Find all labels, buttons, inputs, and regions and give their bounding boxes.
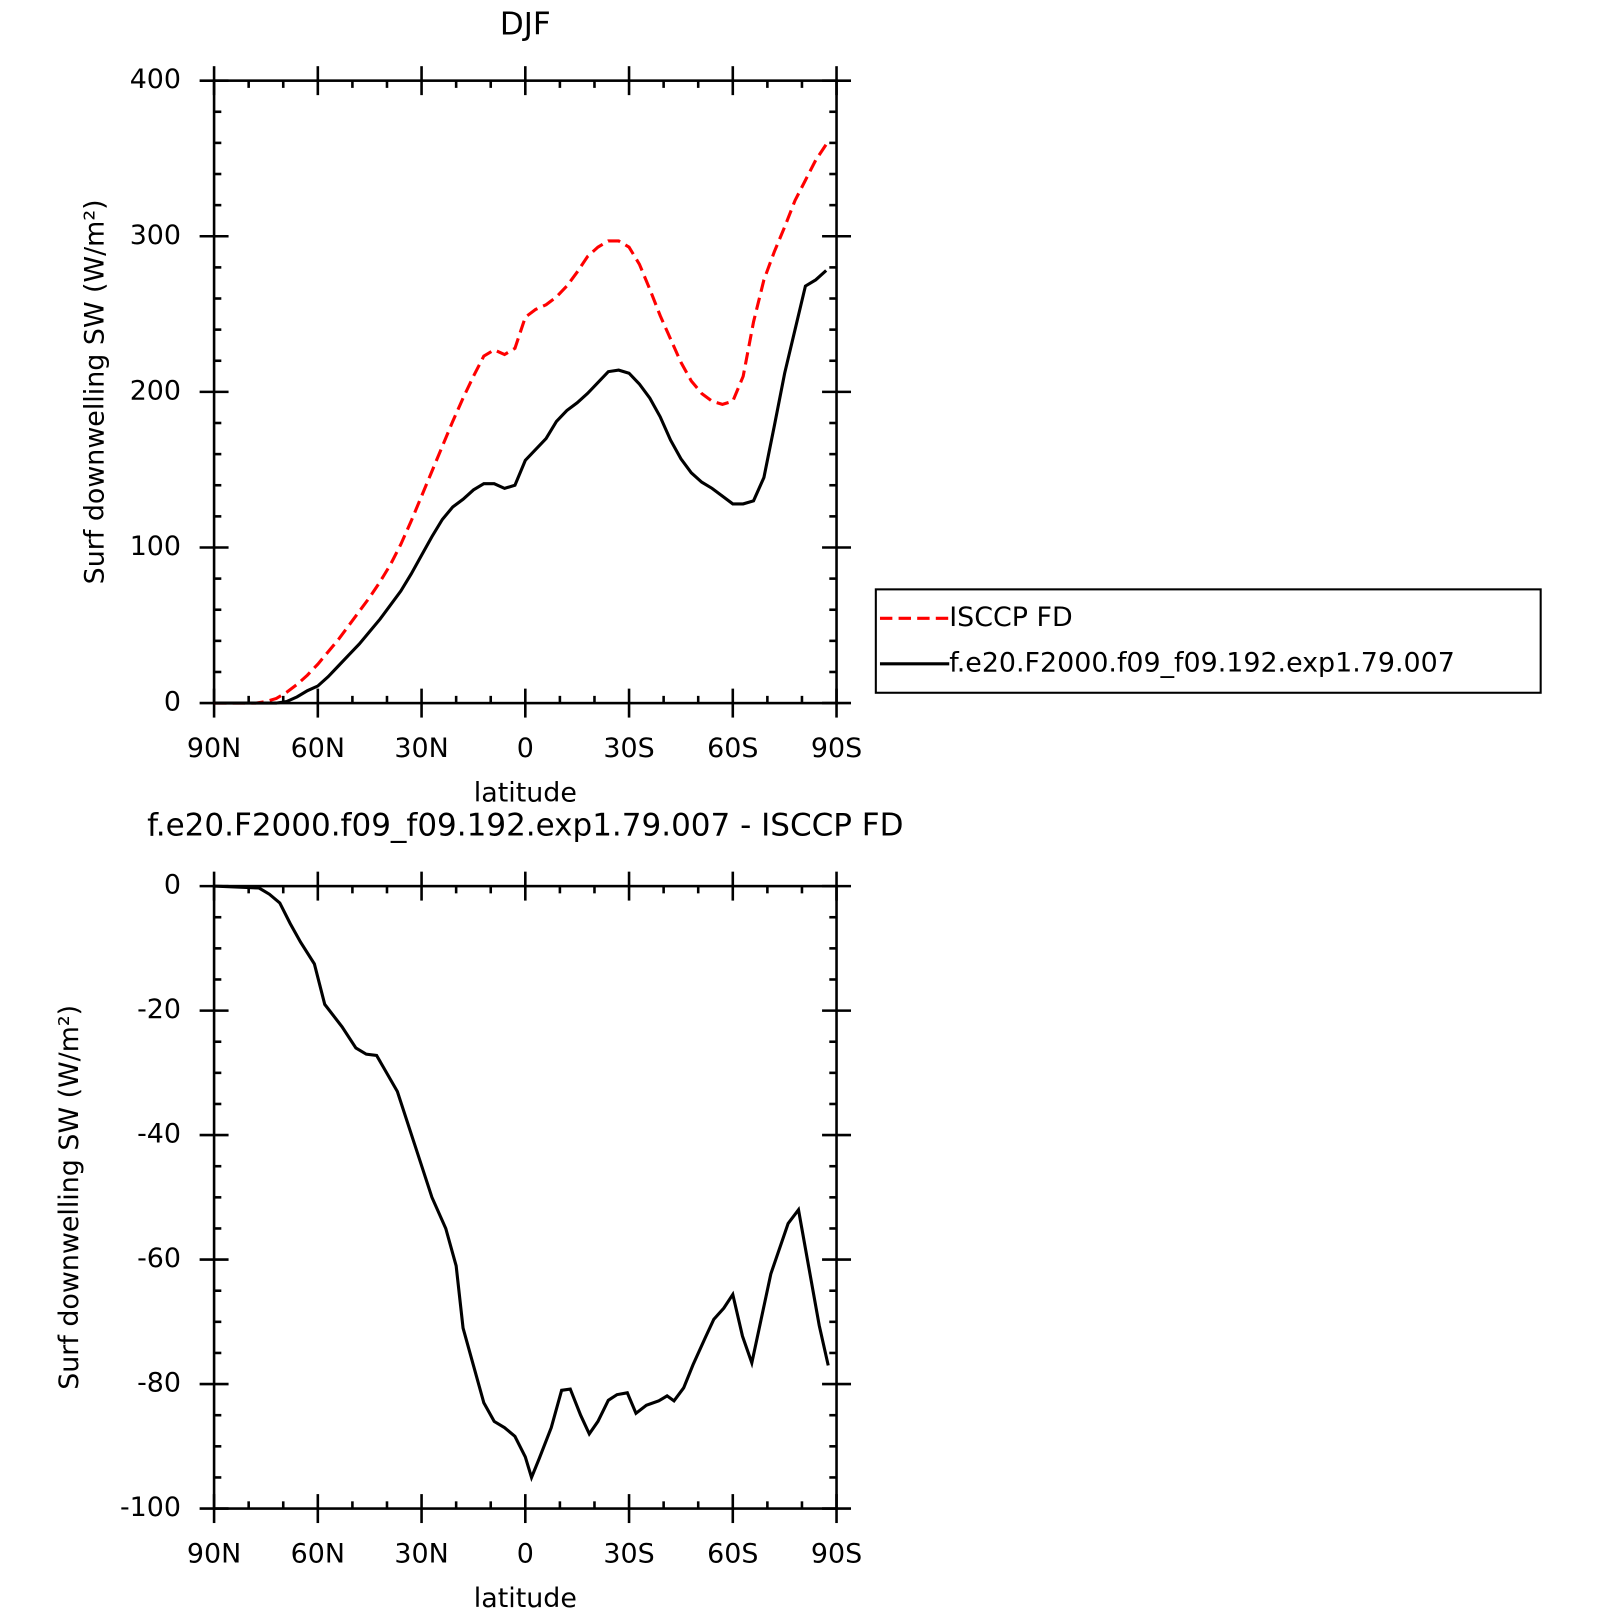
x-tick-label: 60N <box>291 1539 345 1570</box>
y-tick-label: 300 <box>130 220 181 251</box>
legend-label: f.e20.F2000.f09_f09.192.exp1.79.007 <box>949 647 1455 678</box>
x-axis-label: latitude <box>474 1583 577 1613</box>
x-tick-label: 90S <box>811 1539 862 1570</box>
y-tick-label: 0 <box>164 687 181 718</box>
chart-title: f.e20.F2000.f09_f09.192.exp1.79.007 - IS… <box>147 808 903 844</box>
x-tick-label: 90N <box>187 733 241 764</box>
y-tick-label: 100 <box>130 531 181 562</box>
legend-box <box>874 588 1542 694</box>
y-tick-label: -20 <box>137 994 181 1025</box>
x-tick-label: 90S <box>811 733 862 764</box>
x-tick-label: 60S <box>707 1539 758 1570</box>
x-tick-label: 90N <box>187 1539 241 1570</box>
x-tick-label: 60S <box>707 733 758 764</box>
x-tick-label: 60N <box>291 733 345 764</box>
chart-title: DJF <box>500 6 551 42</box>
y-axis-label: Surf downwelling SW (W/m²) <box>80 199 111 584</box>
x-tick-label: 0 <box>517 1539 534 1570</box>
data-line <box>214 269 828 705</box>
y-tick-label: 200 <box>130 375 181 406</box>
plot-frame <box>212 884 838 1510</box>
y-tick-label: -40 <box>137 1119 181 1150</box>
y-axis-label: Surf downwelling SW (W/m²) <box>54 1005 85 1390</box>
plot-frame <box>212 79 838 705</box>
y-tick-label: -60 <box>137 1243 181 1274</box>
x-tick-label: 30S <box>603 733 654 764</box>
x-tick-label: 0 <box>517 733 534 764</box>
x-tick-label: 30N <box>394 1539 448 1570</box>
x-axis-label: latitude <box>474 778 577 809</box>
y-tick-label: 0 <box>164 870 181 901</box>
data-line <box>214 143 828 705</box>
y-tick-label: -100 <box>120 1492 181 1523</box>
data-line <box>214 884 830 1483</box>
y-tick-label: -80 <box>137 1368 181 1399</box>
legend-label: ISCCP FD <box>949 602 1072 633</box>
x-tick-label: 30S <box>603 1539 654 1570</box>
x-tick-label: 30N <box>394 733 448 764</box>
y-tick-label: 400 <box>130 64 181 95</box>
